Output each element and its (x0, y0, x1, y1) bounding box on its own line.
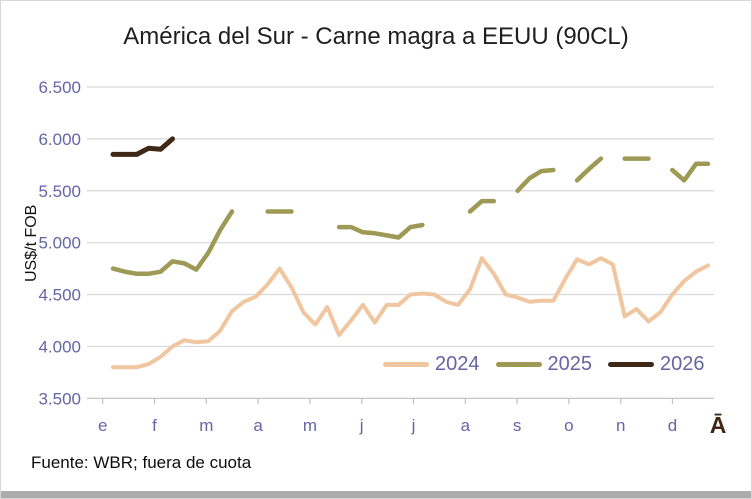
x-month-label: e (98, 416, 107, 435)
y-tick-label: 5.000 (38, 234, 81, 253)
x-month-label: m (199, 416, 213, 435)
x-month-label: o (564, 416, 573, 435)
legend-item-2025: 2025 (495, 353, 593, 375)
legend-item-2024: 2024 (383, 354, 480, 374)
y-tick-label: 4.500 (38, 286, 81, 305)
series-line-2025 (574, 156, 604, 183)
bottom-edge-strip (1, 491, 751, 498)
x-month-label: s (513, 416, 522, 435)
series-line-2026 (110, 136, 175, 157)
y-tick-label: 4.000 (38, 337, 81, 356)
x-month-label: n (616, 416, 625, 435)
series-line-2025 (467, 198, 497, 214)
series-line-2025 (670, 161, 711, 183)
series-line-2025 (110, 209, 235, 277)
legend-label: 2025 (547, 353, 593, 375)
x-month-label: a (461, 416, 471, 435)
y-tick-label: 6.500 (38, 78, 81, 97)
y-tick-label: 3.500 (38, 389, 81, 408)
y-axis-title: US$/t FOB (23, 204, 40, 282)
x-end-label: Ā (710, 412, 727, 438)
x-month-label: d (668, 416, 677, 435)
legend-swatch-2026 (608, 361, 654, 367)
legend-swatch-2025 (495, 361, 542, 367)
series-line-2025 (515, 167, 556, 194)
x-month-label: a (253, 416, 263, 435)
y-tick-label: 5.500 (38, 182, 81, 201)
source-note: Fuente: WBR; fuera de cuota (31, 453, 252, 472)
series-line-2024 (111, 256, 710, 370)
legend-swatch-2024 (383, 361, 429, 367)
legend-label: 2024 (435, 353, 480, 375)
x-month-label: j (359, 416, 364, 435)
series-line-2025 (336, 222, 425, 240)
chart-legend: 2024 2025 2026 (383, 351, 705, 377)
y-tick-label: 6.000 (38, 130, 81, 149)
x-month-label: j (411, 416, 416, 435)
x-month-label: m (303, 416, 317, 435)
chart-title: América del Sur - Carne magra a EEUU (90… (123, 23, 629, 50)
x-month-label: f (152, 416, 157, 435)
legend-label: 2026 (660, 353, 705, 375)
legend-item-2026: 2026 (608, 354, 705, 374)
